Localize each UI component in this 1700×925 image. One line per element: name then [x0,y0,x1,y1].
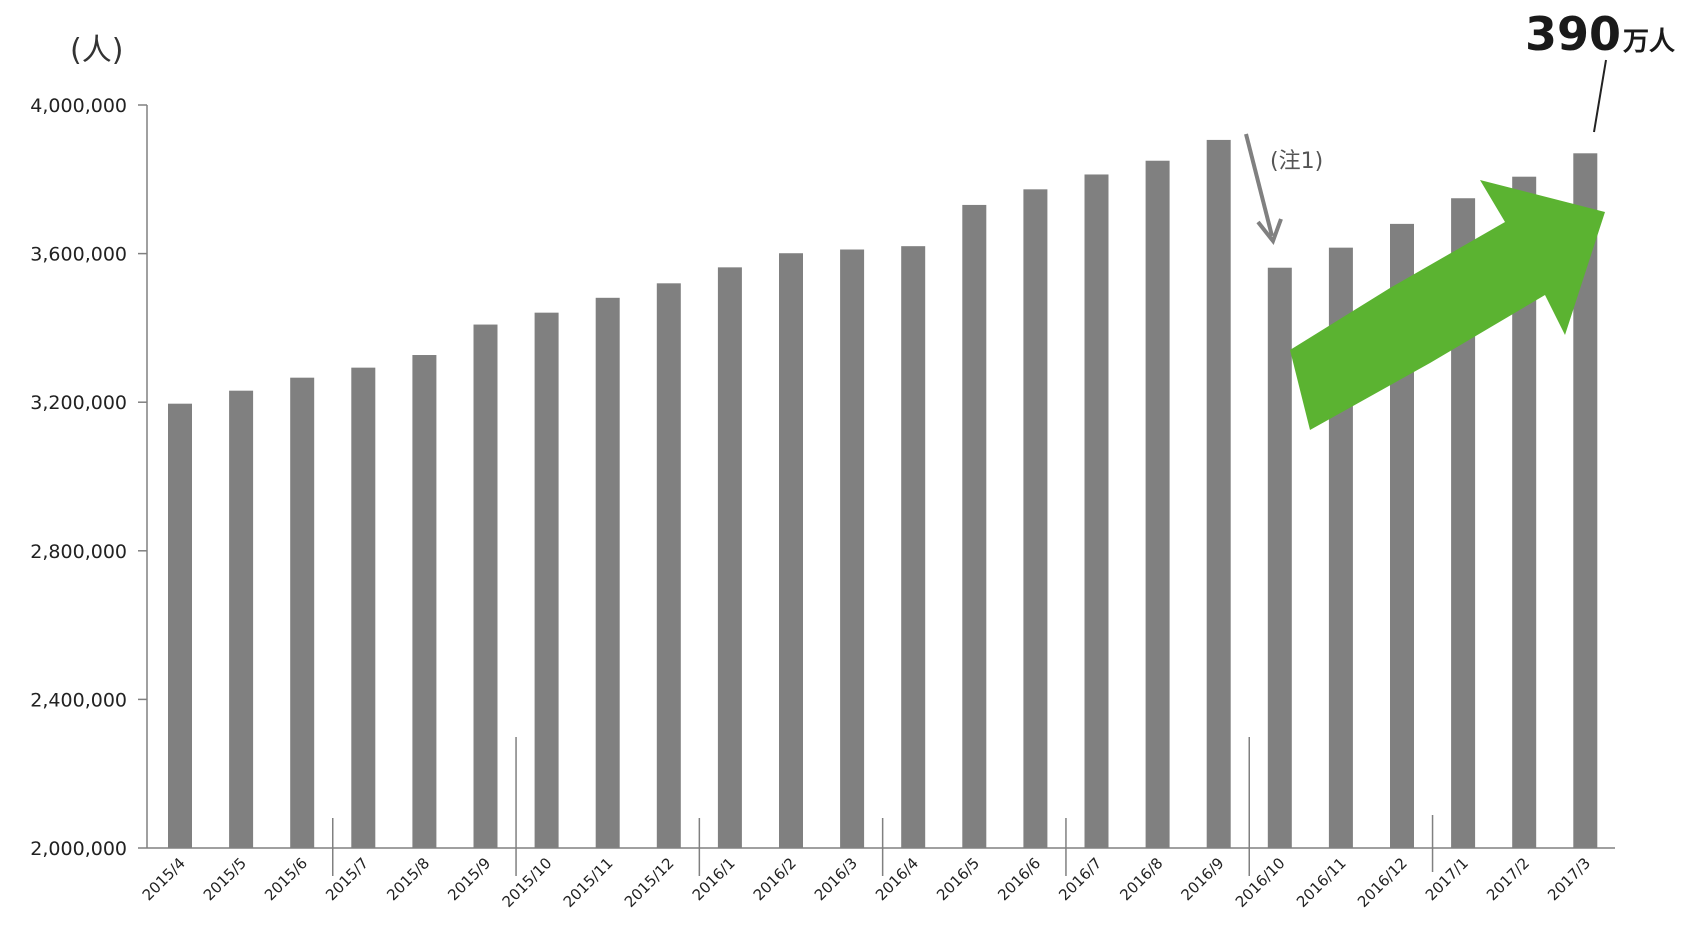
period-separators [332,737,1434,876]
bar-2015-9 [473,324,498,848]
x-tick-label: 2015/11 [560,854,617,911]
bar-2016-6 [1023,189,1048,848]
x-tick-label: 2016/10 [1232,854,1289,911]
x-tick-label: 2015/10 [499,854,556,911]
x-tick-label: 2016/6 [994,854,1044,904]
x-tick-label: 2016/2 [750,854,800,904]
x-tick-label: 2016/7 [1055,854,1105,904]
y-axis-unit-label: (人) [70,33,123,68]
bar-2015-10 [534,312,559,849]
bar-2016-2 [779,253,803,848]
y-tick-label: 3,200,000 [30,392,127,414]
bar-2015-5 [229,390,254,848]
x-tick-label: 2016/9 [1177,854,1227,904]
x-tick-label: 2015/4 [139,854,189,904]
callout-value: 390万人 [1525,7,1675,61]
bar-2015-4 [168,403,192,848]
bar-2016-7 [1084,174,1109,848]
bar-2016-5 [962,204,987,849]
bar-2015-7 [351,367,376,848]
note-label: (注1) [1270,149,1323,174]
bar-2015-11 [595,297,620,849]
x-tick-label: 2015/12 [621,854,678,911]
bar-2016-10 [1267,267,1292,848]
callout-leader-line [1593,59,1607,133]
bar-2016-1 [717,267,742,849]
bar-2015-8 [412,355,437,848]
x-tick-label: 2016/5 [933,854,983,904]
x-tick-label: 2016/1 [689,854,739,904]
y-tick-label: 2,000,000 [30,838,127,860]
bar-2015-6 [290,377,315,848]
note-arrow [1244,133,1283,246]
x-tick-label: 2016/8 [1116,854,1166,904]
x-tick-label: 2017/3 [1544,854,1594,904]
bars [168,139,1598,849]
x-tick-label: 2015/8 [383,854,433,904]
y-tick-label: 2,800,000 [30,541,127,563]
bar-2015-12 [656,283,681,848]
x-tick-label: 2017/1 [1422,854,1472,904]
bar-2016-4 [901,246,926,849]
x-tick-label: 2015/7 [322,854,372,904]
x-tick-label: 2015/6 [261,854,311,904]
x-tick-label: 2016/3 [811,854,861,904]
y-tick-label: 4,000,000 [30,95,127,117]
x-tick-label: 2017/2 [1483,854,1533,904]
x-axis: 2015/4 2015/5 2015/6 2015/7 2015/8 2015/9 2015… [139,847,1615,911]
x-tick-label: 2016/11 [1293,854,1350,911]
bar-2016-8 [1145,160,1170,849]
bar-2016-3 [840,249,865,849]
y-tick-label: 2,400,000 [30,689,127,711]
bar-2016-9 [1206,139,1231,848]
x-tick-label: 2016/4 [872,854,922,904]
upward-trend-arrow [1290,180,1605,430]
y-tick-label: 3,600,000 [30,244,127,266]
x-tick-label: 2015/5 [200,854,250,904]
x-tick-label: 2016/12 [1354,854,1411,911]
x-tick-label: 2015/9 [444,854,494,904]
y-axis: 2,000,000 2,400,000 2,800,000 3,200,000 3,60… [30,95,148,860]
